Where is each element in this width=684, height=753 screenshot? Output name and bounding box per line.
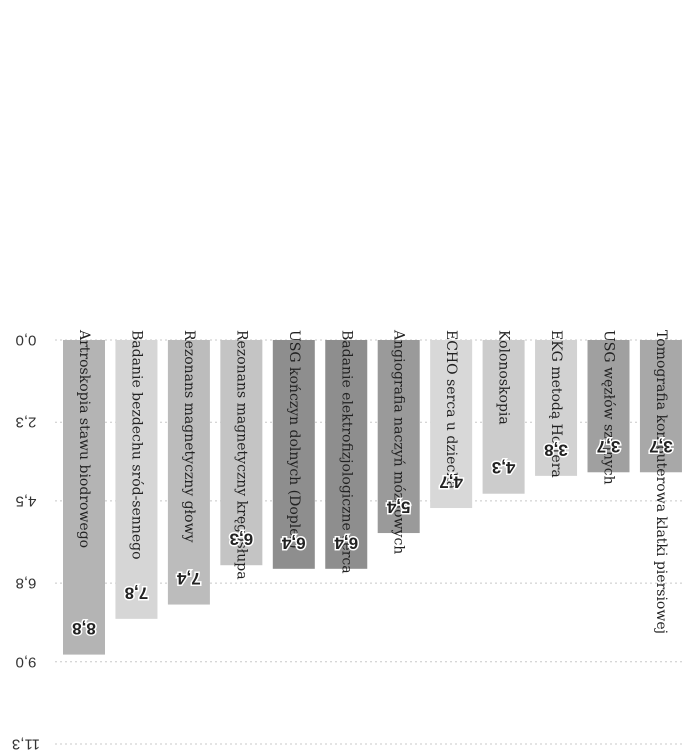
category-label: Rezonans magnetyczny kręgosłupa bbox=[233, 330, 249, 580]
category-label-group: USG węzłów szyjnych bbox=[601, 330, 617, 485]
value-label: 5,4 bbox=[386, 498, 410, 517]
category-label: USG kończyn dolnych (Dopler) bbox=[286, 330, 302, 549]
category-label-group: Angiografia naczyń mózgowych bbox=[391, 329, 407, 554]
category-label-group: Rezonans magnetyczny głowy bbox=[181, 330, 197, 543]
bar bbox=[115, 340, 158, 619]
y-tick-label-group: 6,8 bbox=[16, 575, 37, 592]
bars bbox=[63, 340, 682, 655]
y-tick-label-group: 2,3 bbox=[16, 414, 37, 431]
category-label: USG węzłów szyjnych bbox=[601, 330, 617, 485]
y-tick-label: 6,8 bbox=[16, 575, 37, 592]
value-label-group: 3,8 bbox=[543, 439, 570, 461]
value-label-group: 4,7 bbox=[438, 471, 465, 493]
value-label: 3,8 bbox=[544, 440, 568, 459]
bar bbox=[272, 340, 315, 569]
value-label-group: 6,4 bbox=[280, 532, 307, 554]
category-label: Badanie elektrofizjologiczne serca bbox=[338, 330, 354, 574]
value-label: 6,4 bbox=[281, 533, 305, 552]
value-label-group: 3,7 bbox=[595, 435, 622, 457]
value-label-group: 7,4 bbox=[175, 568, 202, 590]
value-labels: 8,8 7,8 7,4 6,3 6,4 6,4 5,4 4,7 4,3 3,8 3,7 3,7 bbox=[71, 435, 675, 640]
value-label: 3,7 bbox=[649, 437, 673, 456]
y-tick-label: 9,0 bbox=[16, 653, 37, 670]
category-label-group: ECHO serca u dziecka bbox=[443, 330, 459, 489]
y-tick-label-group: 4,5 bbox=[16, 492, 37, 509]
category-label: Rezonans magnetyczny głowy bbox=[181, 330, 197, 543]
value-label: 4,7 bbox=[439, 473, 463, 492]
category-label: EKG metodą Holtera bbox=[548, 330, 564, 478]
bar bbox=[377, 340, 420, 534]
y-axis-tick-labels: 0,0 2,3 4,5 6,8 9,0 11,3 bbox=[12, 332, 40, 753]
y-tick-label-group: 0,0 bbox=[16, 332, 37, 349]
category-label: Kolonoskopia bbox=[496, 330, 512, 425]
bar bbox=[482, 340, 525, 494]
value-label-group: 7,8 bbox=[123, 582, 150, 604]
y-tick-label: 0,0 bbox=[16, 332, 37, 349]
category-label: Angiografia naczyń mózgowych bbox=[391, 329, 407, 554]
value-label-group: 6,4 bbox=[332, 532, 359, 554]
bar bbox=[325, 340, 368, 569]
value-label-group: 4,3 bbox=[490, 457, 517, 479]
value-label: 7,4 bbox=[177, 569, 201, 588]
bar bbox=[639, 340, 682, 473]
category-labels: Artroskopia stawu biodrowego Badanie bezd… bbox=[76, 329, 669, 634]
value-label: 4,3 bbox=[492, 458, 516, 477]
category-label-group: EKG metodą Holtera bbox=[548, 330, 564, 478]
category-label-group: Tomografia komputerowa klatki piersiowej bbox=[653, 330, 669, 634]
y-tick-label: 4,5 bbox=[16, 492, 37, 509]
bar bbox=[220, 340, 263, 566]
bar bbox=[63, 340, 105, 655]
category-label-group: Artroskopia stawu biodrowego bbox=[76, 329, 92, 548]
y-tick-label-group: 11,3 bbox=[12, 735, 40, 752]
value-label: 3,7 bbox=[597, 437, 621, 456]
category-label-group: USG kończyn dolnych (Dopler) bbox=[286, 330, 302, 549]
category-label-group: Badanie elektrofizjologiczne serca bbox=[338, 330, 354, 574]
value-label: 8,8 bbox=[72, 619, 96, 638]
bar bbox=[535, 340, 578, 476]
y-tick-label-group: 9,0 bbox=[16, 653, 37, 670]
category-label: ECHO serca u dziecka bbox=[443, 330, 459, 489]
value-label-group: 8,8 bbox=[71, 618, 98, 640]
bar bbox=[430, 340, 473, 509]
category-label-group: Badanie bezdechu sród-sennego bbox=[128, 330, 144, 560]
value-label: 7,8 bbox=[125, 583, 149, 602]
value-label-group: 6,3 bbox=[228, 528, 255, 550]
category-label: Tomografia komputerowa klatki piersiowej bbox=[653, 330, 669, 634]
category-label: Badanie bezdechu sród-sennego bbox=[128, 330, 144, 560]
category-label: Artroskopia stawu biodrowego bbox=[76, 329, 92, 548]
value-label: 6,4 bbox=[334, 533, 358, 552]
category-label-group: Rezonans magnetyczny kręgosłupa bbox=[233, 330, 249, 580]
value-label: 6,3 bbox=[230, 530, 254, 549]
category-label-group: Kolonoskopia bbox=[496, 330, 512, 425]
bar bbox=[587, 340, 630, 473]
y-tick-label: 2,3 bbox=[16, 414, 37, 431]
value-label-group: 3,7 bbox=[648, 435, 675, 457]
value-label-group: 5,4 bbox=[385, 496, 412, 518]
bar bbox=[167, 340, 210, 605]
y-tick-label: 11,3 bbox=[12, 735, 40, 752]
